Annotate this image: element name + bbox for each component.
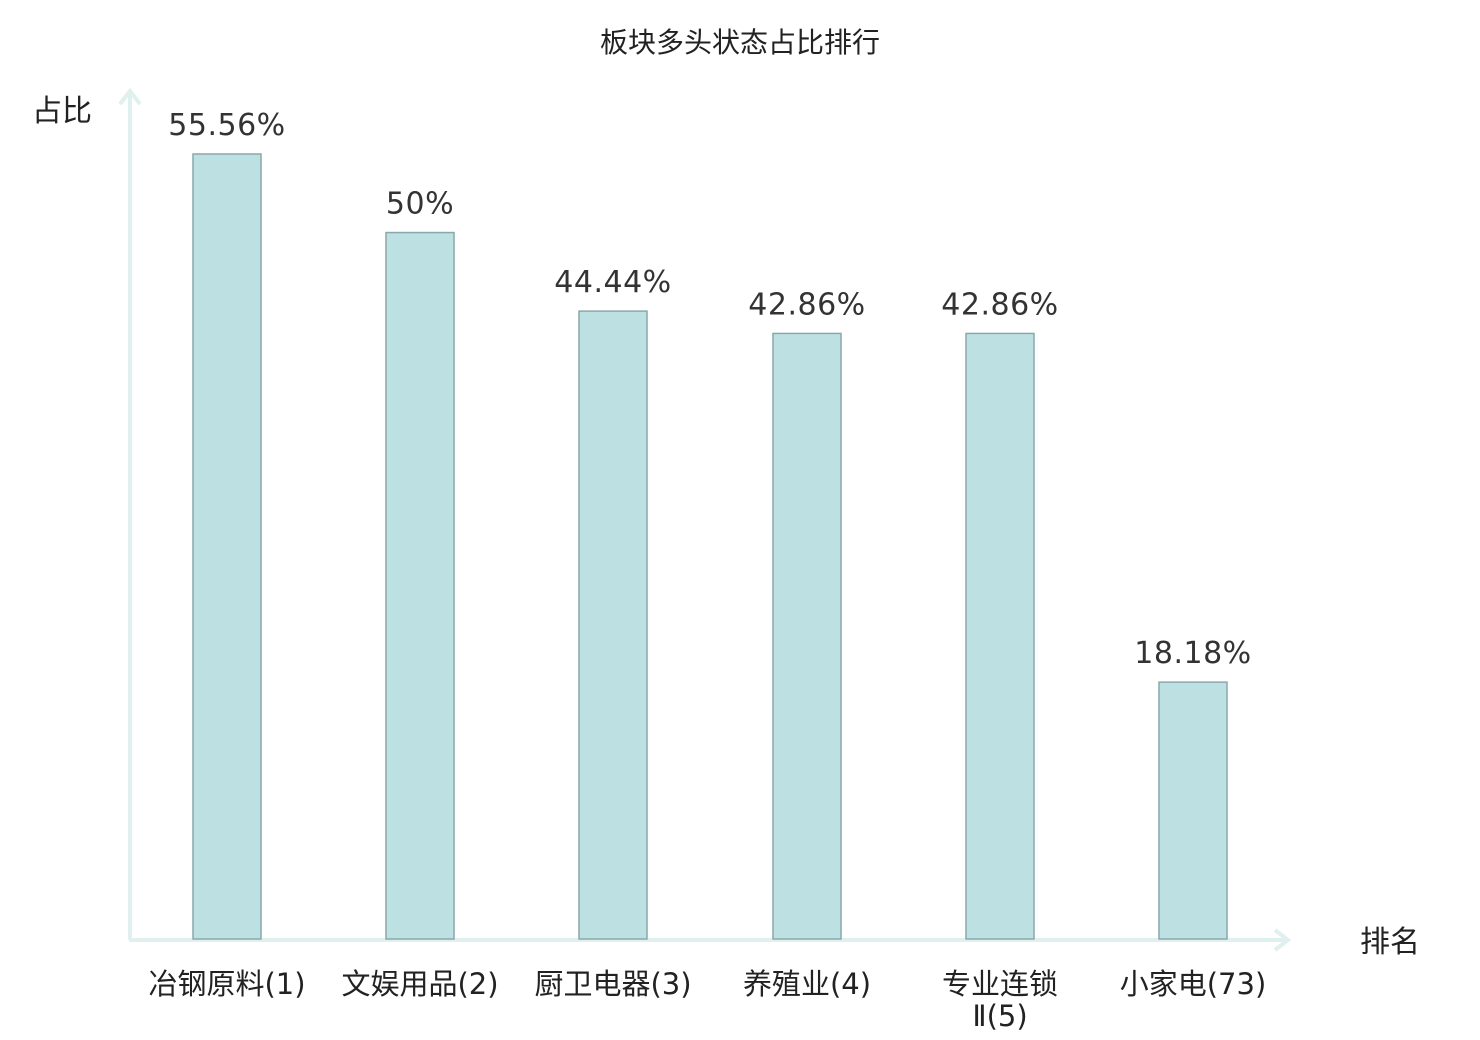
category-label: 养殖业(4) — [743, 967, 871, 1001]
value-label: 55.56% — [168, 108, 285, 143]
category-label: 冶钢原料(1) — [148, 967, 305, 1001]
x-axis-arrow-icon — [1273, 928, 1292, 952]
bar — [578, 310, 648, 940]
value-label: 42.86% — [941, 287, 1058, 322]
bars-group — [192, 153, 1228, 940]
category-labels-group: 冶钢原料(1) 文娱用品(2) 厨卫电器(3) 养殖业(4) 专业连锁 Ⅱ(5) 小家电(7… — [148, 967, 1266, 1033]
y-axis-arrow-icon — [118, 87, 142, 106]
value-label: 44.44% — [554, 265, 671, 300]
bar — [965, 332, 1035, 940]
bar — [385, 231, 455, 940]
axes — [118, 87, 1292, 952]
category-label: 小家电(73) — [1120, 967, 1267, 1001]
bar — [772, 332, 842, 940]
value-label: 18.18% — [1134, 636, 1251, 671]
bar — [1158, 681, 1228, 940]
bar — [192, 153, 262, 940]
value-label: 50% — [386, 187, 454, 222]
y-axis-label: 占比 — [32, 94, 92, 129]
value-labels-group: 55.56% 50% 44.44% 42.86% 42.86% 18.18% — [168, 108, 1251, 671]
x-axis-label: 排名 — [1360, 925, 1420, 960]
category-label: 文娱用品(2) — [341, 967, 498, 1001]
chart-title: 板块多头状态占比排行 — [600, 26, 880, 59]
category-label: 厨卫电器(3) — [534, 967, 691, 1001]
value-label: 42.86% — [748, 287, 865, 322]
category-label: 专业连锁 Ⅱ(5) — [942, 967, 1058, 1033]
